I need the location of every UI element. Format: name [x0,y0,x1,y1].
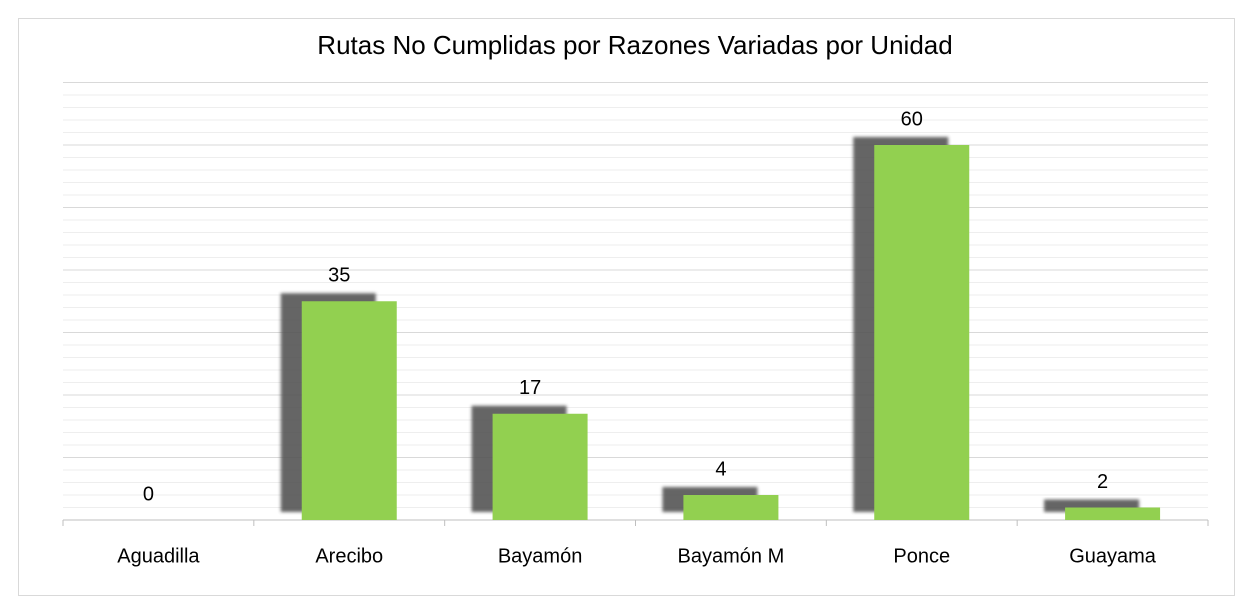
data-label: 35 [328,265,350,287]
data-label: 17 [519,377,541,399]
x-tick-label: Arecibo [315,545,383,567]
bar [492,413,588,520]
bar [301,301,397,520]
data-label: 4 [715,458,726,480]
x-tick-label: Ponce [893,545,950,567]
data-label: 60 [901,108,923,130]
bar [1065,507,1161,520]
bar [683,495,779,520]
x-tick-label: Guayama [1069,545,1157,567]
x-tick-label: Bayamón [498,545,583,567]
chart-title: Rutas No Cumplidas por Razones Variadas … [317,30,952,60]
x-tick-label: Aguadilla [117,545,200,567]
bar [874,145,970,520]
data-label: 0 [143,483,154,505]
x-tick-label: Bayamón M [678,545,785,567]
data-label: 2 [1097,471,1108,493]
